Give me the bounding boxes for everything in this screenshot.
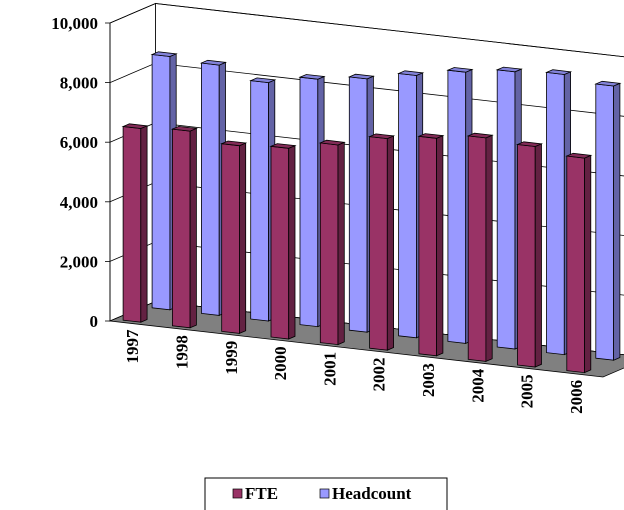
bar-headcount (150, 51, 178, 311)
bar-front-face (546, 71, 565, 356)
y-tick-label: 2,000 (60, 252, 98, 271)
bar-side-face (485, 134, 493, 363)
x-tick-label: 1998 (173, 335, 192, 369)
bar-front-face (171, 128, 191, 329)
bar-side-face (337, 141, 345, 346)
bar-side-face (288, 144, 296, 340)
bar-top-face (220, 140, 248, 147)
bar-top-face (397, 70, 425, 76)
bar-top-face (150, 51, 178, 57)
x-tick-label: 2001 (320, 352, 339, 386)
bar-front-face (595, 83, 614, 361)
y-axis-ticks: 0 2,000 4,000 6,000 8,000 10,000 (51, 14, 111, 331)
x-tick-label: 1997 (123, 329, 142, 364)
x-axis-ticks: 1997 1998 1999 2000 2001 2002 2003 2004 2005 2006 (123, 329, 586, 414)
bar-front-face (270, 145, 290, 340)
bar-front-face (319, 142, 339, 346)
y-tick-label: 4,000 (60, 193, 98, 212)
bar-top-face (495, 66, 523, 73)
x-tick-label: 2003 (419, 363, 438, 397)
legend-label-fte: FTE (245, 484, 278, 503)
bar-front-face (496, 69, 516, 350)
bar-top-face (199, 59, 228, 66)
bar-front-face (369, 136, 388, 351)
bar-top-face (170, 125, 198, 132)
bar-side-face (436, 134, 444, 357)
bar-side-face (613, 82, 621, 361)
bar-front-face (122, 126, 142, 323)
bar-front-face (566, 155, 585, 374)
bar-front-face (200, 62, 220, 316)
bar-side-face (189, 127, 197, 329)
bar-fte (220, 140, 248, 335)
legend-swatch-headcount (319, 488, 330, 499)
legend: FTE Headcount (204, 477, 448, 510)
y-tick-label: 8,000 (60, 74, 98, 93)
bar-front-face (299, 76, 319, 328)
x-tick-label: 2002 (370, 358, 389, 392)
y-tick-label: 0 (90, 312, 99, 331)
bar-top-face (417, 133, 445, 139)
bar-top-face (368, 133, 396, 140)
bar-top-face (298, 74, 326, 80)
bar-side-face (584, 154, 592, 374)
bar-fte (466, 132, 494, 363)
y-tick-label: 6,000 (60, 133, 98, 152)
bar-side-face (238, 142, 247, 335)
bars (121, 51, 622, 374)
bar-top-face (347, 73, 375, 80)
bar-top-face (269, 143, 297, 149)
bar-top-face (121, 123, 149, 129)
legend-swatch-fte (232, 488, 243, 499)
legend-label-headcount: Headcount (332, 484, 412, 503)
bar-side-face (386, 135, 395, 351)
x-tick-label: 2005 (518, 374, 537, 408)
bar-front-face (517, 144, 536, 368)
bar-top-face (515, 141, 544, 147)
bar-top-face (594, 80, 622, 87)
bar-top-face (249, 77, 277, 84)
x-tick-label: 2004 (468, 368, 487, 403)
bar-fte (515, 141, 544, 368)
bar-front-face (348, 76, 368, 333)
bar-side-face (534, 143, 542, 368)
bar-front-face (418, 135, 438, 357)
bar-fte (121, 123, 149, 323)
bar-front-face (467, 135, 487, 362)
bar-front-face (398, 73, 417, 339)
bar-fte (368, 133, 396, 351)
bar-fte (269, 143, 297, 340)
x-tick-label: 2000 (271, 346, 290, 380)
bar-top-face (544, 69, 573, 75)
bar-top-face (565, 152, 593, 159)
bar-top-face (446, 67, 474, 73)
bar-fte (417, 133, 445, 357)
bar-fte (318, 139, 346, 346)
bar-front-face (250, 80, 269, 322)
bar-top-face (318, 139, 346, 146)
bar-front-face (221, 143, 240, 334)
bar-fte (170, 125, 198, 329)
x-tick-label: 2006 (567, 380, 586, 414)
gridline (109, 3, 624, 58)
bar-headcount (594, 80, 622, 361)
bar-front-face (151, 54, 171, 311)
bar-front-face (447, 69, 467, 344)
bar-top-face (466, 132, 494, 139)
bar-side-face (140, 125, 148, 323)
y-tick-label: 10,000 (51, 14, 98, 33)
bar-fte (565, 152, 593, 374)
x-tick-label: 1999 (222, 341, 241, 375)
